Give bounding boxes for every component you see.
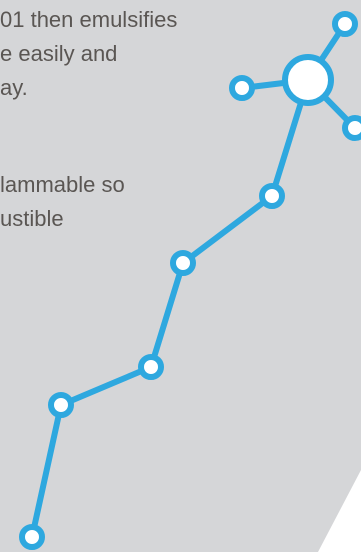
paragraph-2-line-1: lammable so xyxy=(0,172,125,197)
network-node xyxy=(138,354,164,380)
network-node xyxy=(332,11,358,37)
network-node xyxy=(342,115,361,141)
paragraph-1-line-1: 01 then emulsifies xyxy=(0,7,178,32)
paragraph-1-line-3: ay. xyxy=(0,75,28,100)
paragraph-1-line-2: e easily and xyxy=(0,41,118,66)
network-node xyxy=(170,250,196,276)
network-edge xyxy=(58,364,154,408)
network-edge xyxy=(180,193,275,266)
network-node xyxy=(259,183,285,209)
network-node xyxy=(19,524,45,550)
paragraph-2-line-2: ustible xyxy=(0,206,64,231)
network-hub-node xyxy=(282,54,334,106)
network-edge xyxy=(29,402,64,540)
network-node xyxy=(229,75,255,101)
network-edge xyxy=(148,260,186,370)
network-node xyxy=(48,392,74,418)
